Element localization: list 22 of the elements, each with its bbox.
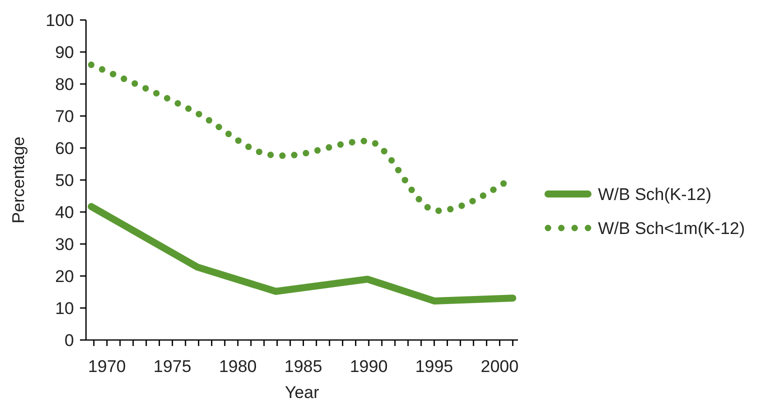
y-tick-label: 20 [55,266,74,286]
y-tick-label: 50 [55,170,74,190]
y-axis-title: Percentage [9,136,28,224]
x-tick-label: 1985 [284,357,322,376]
x-tick-label: 2000 [480,357,519,376]
y-tick-label: 100 [46,10,74,30]
y-tick-label: 70 [55,106,74,126]
legend-label: W/B Sch(K-12) [598,184,712,204]
y-tick-label: 80 [55,74,74,94]
y-tick-label: 40 [55,202,74,222]
x-tick-label: 1990 [350,357,388,376]
y-tick-label: 10 [55,298,74,318]
y-tick-label: 90 [55,42,74,62]
x-tick-label: 1975 [153,357,192,376]
y-tick-label: 60 [55,138,74,158]
y-tick-label: 0 [64,330,74,350]
x-tick-label: 1970 [88,357,126,376]
legend-label: W/B Sch<1m(K-12) [598,218,745,238]
y-tick-label: 30 [55,234,74,254]
x-tick-label: 1980 [218,357,257,376]
x-tick-label: 1995 [415,357,454,376]
x-axis-title: Year [284,383,320,402]
